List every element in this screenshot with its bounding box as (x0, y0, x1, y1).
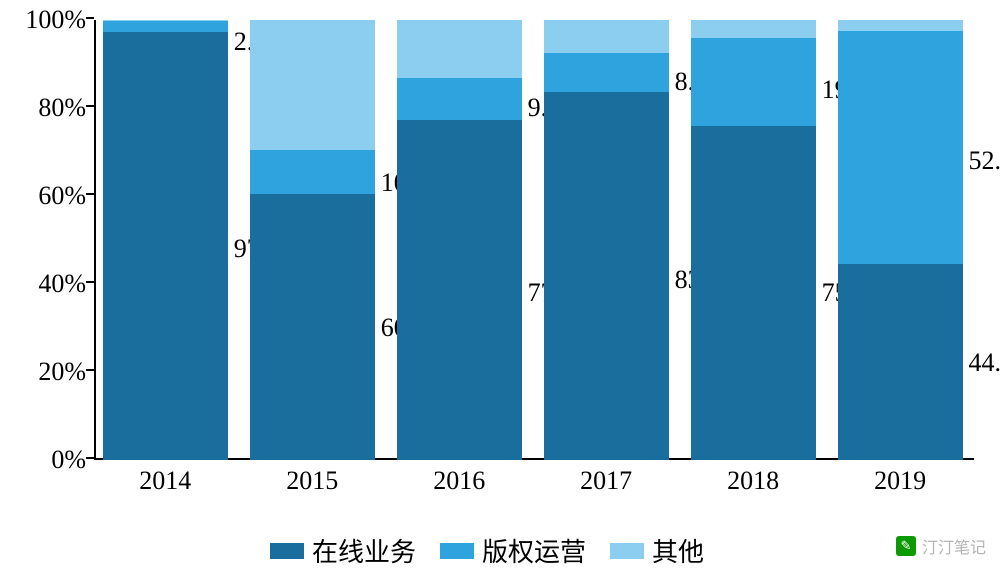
bar-seg-online (397, 120, 522, 460)
legend-label: 版权运营 (482, 532, 586, 569)
bar-seg-copyright (544, 53, 669, 92)
bar-seg-copyright (103, 21, 228, 32)
x-tick-label: 2016 (433, 466, 485, 496)
y-tick-mark (86, 105, 94, 107)
bar-2018: 75.98%19.91% (691, 20, 816, 460)
bar-seg-other (838, 20, 963, 31)
chart-container: 0% 20% 40% 60% 80% 100% 97.21%2.58% 2014 60.42%1… (0, 0, 1000, 572)
legend-swatch (440, 543, 474, 559)
bar-seg-online (691, 126, 816, 460)
bar-seg-copyright (397, 78, 522, 121)
watermark: ✎ 汀汀笔记 (896, 534, 986, 558)
bar-2016: 77.23%9.66% (397, 20, 522, 460)
bar-seg-online (838, 264, 963, 460)
bar-seg-online (544, 92, 669, 460)
legend-swatch (610, 543, 644, 559)
x-tick-label: 2015 (286, 466, 338, 496)
y-tick-label: 80% (38, 93, 86, 123)
wechat-icon: ✎ (896, 536, 916, 556)
watermark-text: 汀汀笔记 (922, 534, 986, 558)
bar-seg-copyright (691, 38, 816, 126)
legend: 在线业务 版权运营 其他 (270, 532, 704, 569)
bar-seg-other (544, 20, 669, 53)
y-tick-mark (86, 17, 94, 19)
x-tick-label: 2014 (139, 466, 191, 496)
y-tick-label: 20% (38, 357, 86, 387)
legend-item-other: 其他 (610, 532, 704, 569)
legend-label: 其他 (652, 532, 704, 569)
bar-seg-other (250, 20, 375, 150)
bar-2014: 97.21%2.58% (103, 20, 228, 460)
x-tick-label: 2017 (580, 466, 632, 496)
legend-item-copyright: 版权运营 (440, 532, 586, 569)
plot-area: 0%20%40%60%80%100%97.21%2.58%201460.42%1… (94, 20, 974, 460)
bar-seg-copyright (838, 31, 963, 264)
bar-2019: 44.45%52.99% (838, 20, 963, 460)
x-tick-label: 2019 (874, 466, 926, 496)
legend-label: 在线业务 (312, 532, 416, 569)
bar-seg-other (691, 20, 816, 38)
data-label: 52.99% (969, 146, 1000, 176)
bar-seg-other (397, 20, 522, 78)
y-tick-label: 40% (38, 269, 86, 299)
bar-seg-other (103, 20, 228, 21)
x-tick-label: 2018 (727, 466, 779, 496)
data-label: 44.45% (969, 348, 1000, 378)
bar-2015: 60.42%10.14% (250, 20, 375, 460)
y-tick-label: 60% (38, 181, 86, 211)
bar-seg-online (103, 32, 228, 460)
bar-seg-copyright (250, 150, 375, 195)
legend-swatch (270, 543, 304, 559)
bar-2017: 83.54%8.94% (544, 20, 669, 460)
y-tick-mark (86, 193, 94, 195)
bar-seg-online (250, 194, 375, 460)
legend-item-online: 在线业务 (270, 532, 416, 569)
y-tick-mark (86, 457, 94, 459)
y-tick-label: 0% (51, 445, 86, 475)
y-tick-mark (86, 369, 94, 371)
y-tick-mark (86, 281, 94, 283)
y-tick-label: 100% (25, 5, 86, 35)
y-axis-line (94, 20, 96, 460)
